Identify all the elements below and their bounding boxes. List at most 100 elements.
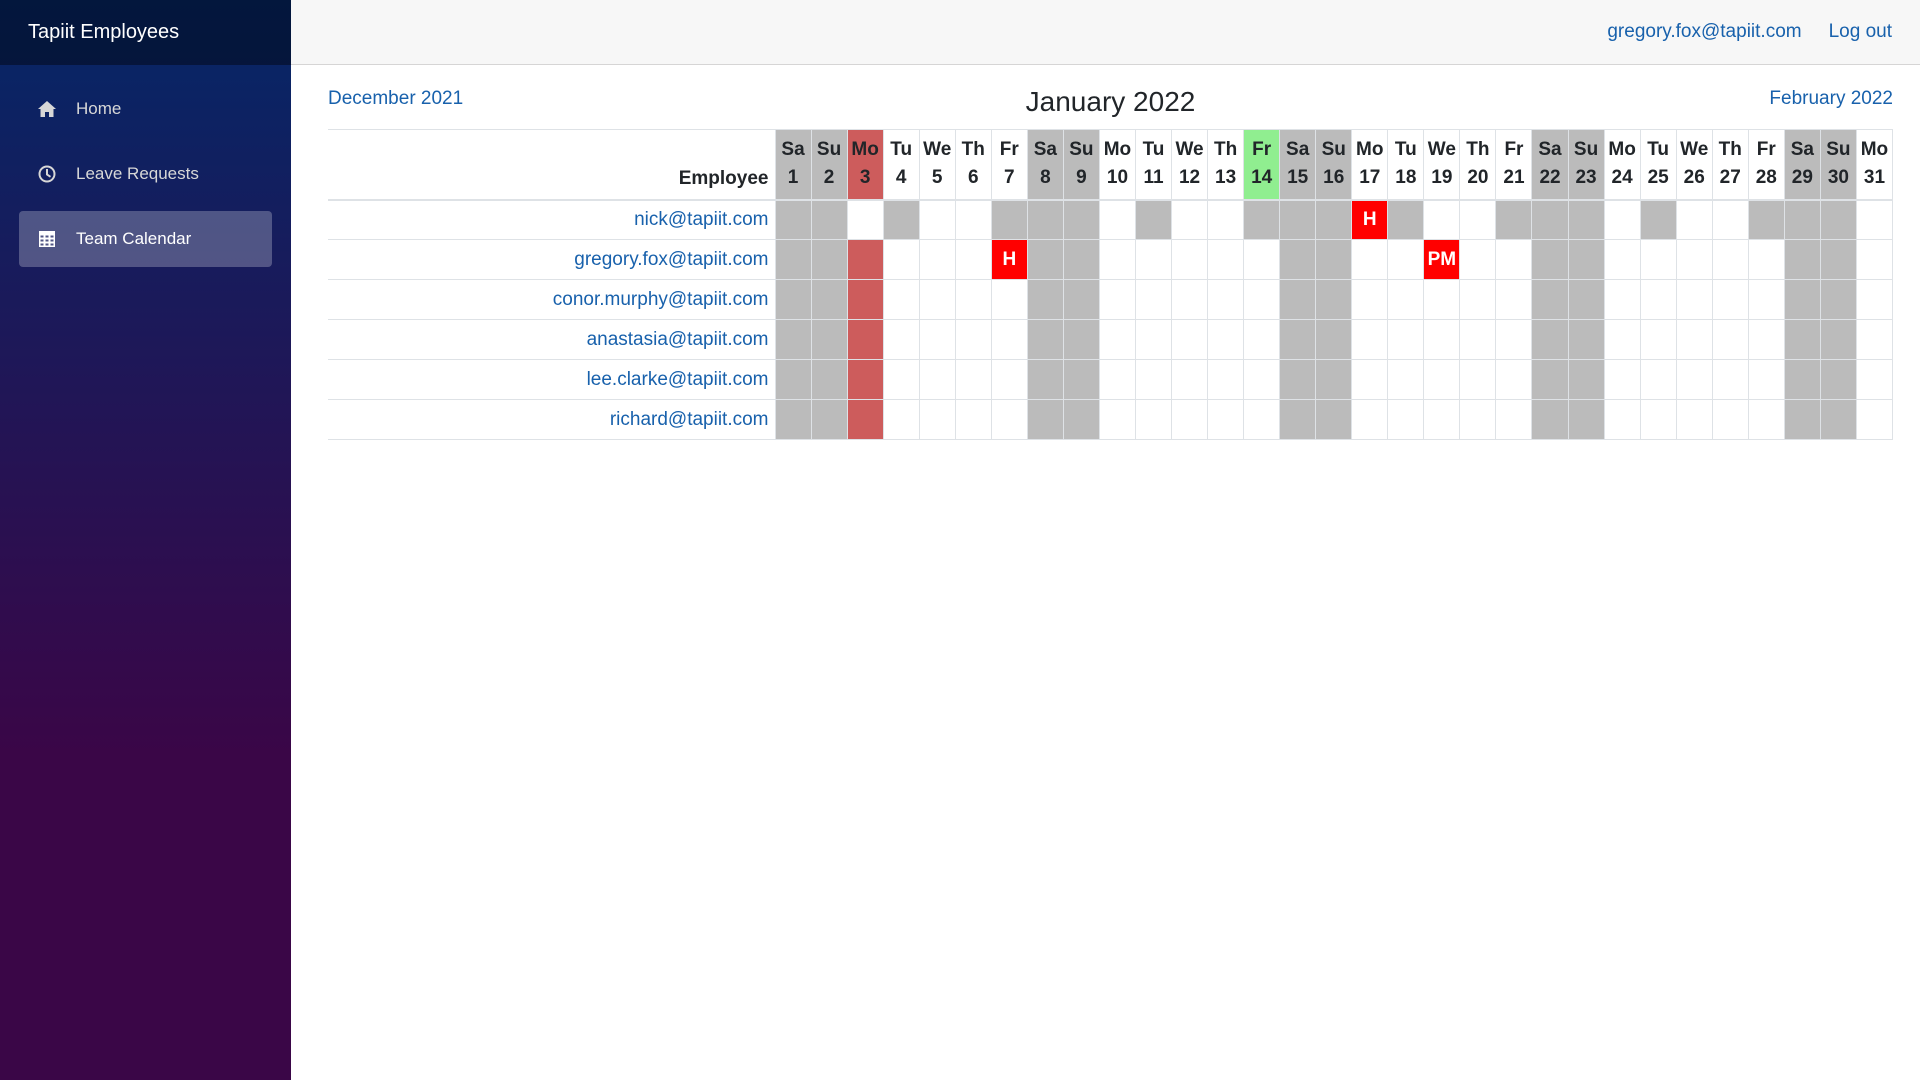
day-cell-weekend[interactable] (1062, 399, 1100, 440)
employee-email-link[interactable]: gregory.fox@tapiit.com (574, 248, 769, 270)
next-month-link[interactable]: February 2022 (1769, 88, 1893, 109)
day-cell[interactable] (1243, 359, 1281, 400)
employee-email-link[interactable]: nick@tapiit.com (634, 208, 769, 230)
day-cell[interactable] (1495, 399, 1533, 440)
day-cell-weekend[interactable] (1279, 199, 1317, 240)
day-cell[interactable] (1387, 359, 1425, 400)
day-cell-weekend[interactable] (1026, 199, 1064, 240)
day-cell[interactable] (1711, 319, 1749, 360)
day-cell-weekend[interactable] (1819, 319, 1857, 360)
day-cell[interactable] (1459, 399, 1497, 440)
day-cell[interactable] (1171, 399, 1209, 440)
day-cell[interactable] (954, 239, 992, 280)
day-cell[interactable] (1855, 239, 1894, 280)
day-cell-weekend[interactable] (1026, 399, 1064, 440)
day-cell[interactable] (1207, 359, 1245, 400)
day-cell-weekend[interactable] (1531, 279, 1569, 320)
day-cell[interactable] (1098, 199, 1136, 240)
day-cell-weekend[interactable] (810, 239, 848, 280)
day-cell[interactable] (1603, 319, 1641, 360)
prev-month-link[interactable]: December 2021 (328, 88, 464, 109)
day-cell[interactable] (1675, 319, 1713, 360)
day-cell[interactable] (1711, 199, 1749, 240)
employee-email-link[interactable]: lee.clarke@tapiit.com (586, 368, 769, 390)
day-cell-weekend[interactable] (1531, 399, 1569, 440)
day-cell[interactable] (1855, 359, 1894, 400)
day-cell[interactable] (1351, 399, 1389, 440)
day-cell-weekend[interactable] (1387, 199, 1425, 240)
day-cell[interactable] (1351, 359, 1389, 400)
day-cell-holiday[interactable] (846, 279, 884, 320)
day-cell[interactable] (1747, 399, 1785, 440)
day-cell-weekend[interactable] (1279, 359, 1317, 400)
day-cell[interactable] (846, 199, 884, 240)
day-cell[interactable] (1423, 359, 1461, 400)
day-cell[interactable] (1855, 279, 1894, 320)
day-cell[interactable] (1639, 399, 1677, 440)
leave-marker[interactable]: PM (1423, 239, 1461, 280)
day-cell[interactable] (1675, 399, 1713, 440)
day-cell-weekend[interactable] (1315, 359, 1353, 400)
day-cell-weekend[interactable] (1819, 279, 1857, 320)
day-cell-weekend[interactable] (1783, 319, 1821, 360)
day-cell-holiday[interactable] (846, 399, 884, 440)
employee-email-link[interactable]: anastasia@tapiit.com (586, 328, 769, 350)
day-cell[interactable] (1459, 319, 1497, 360)
day-cell[interactable] (1207, 279, 1245, 320)
day-cell[interactable] (1098, 279, 1136, 320)
day-cell[interactable] (1711, 359, 1749, 400)
day-cell[interactable] (1134, 319, 1173, 360)
day-cell-weekend[interactable] (1783, 199, 1821, 240)
day-cell[interactable] (990, 359, 1028, 400)
day-cell-weekend[interactable] (1062, 359, 1100, 400)
day-cell[interactable] (1855, 399, 1894, 440)
day-cell-weekend[interactable] (1279, 319, 1317, 360)
day-cell[interactable] (1351, 239, 1389, 280)
day-cell-weekend[interactable] (1819, 239, 1857, 280)
day-cell[interactable] (1747, 279, 1785, 320)
day-cell[interactable] (882, 359, 920, 400)
day-cell[interactable] (918, 399, 956, 440)
day-cell[interactable] (1603, 399, 1641, 440)
day-cell[interactable] (1423, 319, 1461, 360)
user-email-link[interactable]: gregory.fox@tapiit.com (1607, 21, 1802, 42)
day-cell[interactable] (954, 319, 992, 360)
day-cell-weekend[interactable] (1567, 279, 1605, 320)
day-cell[interactable] (1639, 359, 1677, 400)
day-cell-weekend[interactable] (1783, 239, 1821, 280)
day-cell[interactable] (990, 279, 1028, 320)
day-cell[interactable] (954, 199, 992, 240)
day-cell-holiday[interactable] (846, 239, 884, 280)
day-cell-weekend[interactable] (1062, 199, 1100, 240)
day-cell[interactable] (1207, 319, 1245, 360)
logout-link[interactable]: Log out (1828, 21, 1892, 42)
day-cell[interactable] (1134, 359, 1173, 400)
day-cell-weekend[interactable] (1783, 279, 1821, 320)
day-cell[interactable] (1134, 239, 1173, 280)
day-cell-weekend[interactable] (810, 399, 848, 440)
day-cell[interactable] (882, 279, 920, 320)
day-cell-weekend[interactable] (774, 359, 812, 400)
day-cell-weekend[interactable] (882, 199, 920, 240)
day-cell-weekend[interactable] (990, 199, 1028, 240)
day-cell[interactable] (1171, 239, 1209, 280)
day-cell[interactable] (1423, 279, 1461, 320)
day-cell[interactable] (1243, 399, 1281, 440)
day-cell[interactable] (1459, 239, 1497, 280)
day-cell-weekend[interactable] (1819, 399, 1857, 440)
day-cell-weekend[interactable] (1279, 239, 1317, 280)
day-cell[interactable] (990, 399, 1028, 440)
day-cell[interactable] (918, 279, 956, 320)
day-cell-weekend[interactable] (1567, 319, 1605, 360)
day-cell[interactable] (1459, 359, 1497, 400)
day-cell-weekend[interactable] (1315, 279, 1353, 320)
day-cell-holiday[interactable] (846, 319, 884, 360)
day-cell[interactable] (1603, 199, 1641, 240)
sidebar-item-leave-requests[interactable]: Leave Requests (19, 146, 272, 202)
day-cell[interactable] (1207, 239, 1245, 280)
day-cell-weekend[interactable] (774, 399, 812, 440)
day-cell-weekend[interactable] (1315, 199, 1353, 240)
day-cell[interactable] (1603, 359, 1641, 400)
day-cell[interactable] (1387, 319, 1425, 360)
day-cell[interactable] (1855, 199, 1894, 240)
